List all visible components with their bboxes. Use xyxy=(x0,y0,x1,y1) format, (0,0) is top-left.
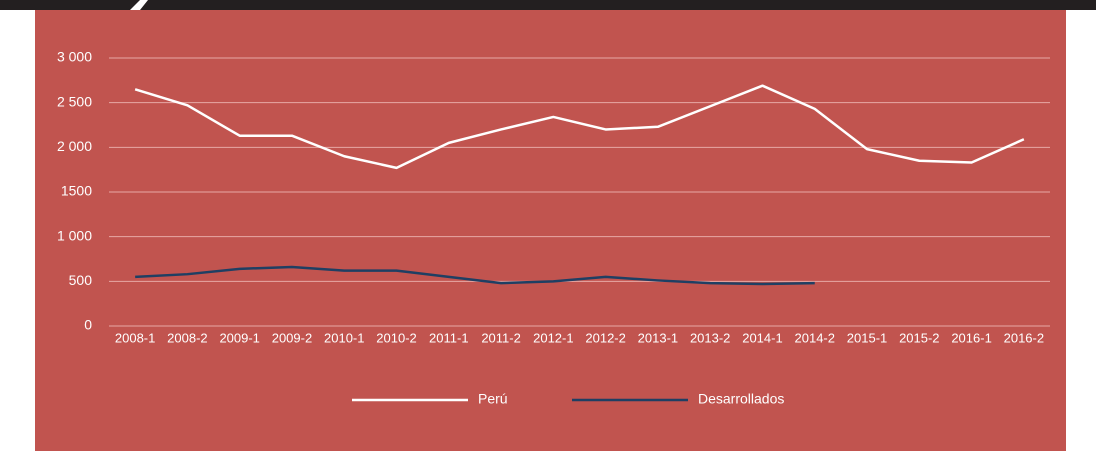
x-tick-label: 2009-2 xyxy=(272,330,312,345)
x-tick-label: 2010-2 xyxy=(376,330,416,345)
y-tick-label: 1500 xyxy=(61,183,92,199)
x-tick-label: 2016-2 xyxy=(1004,330,1044,345)
x-tick-label: 2013-1 xyxy=(638,330,678,345)
legend-label: Perú xyxy=(478,391,508,407)
x-tick-label: 2008-1 xyxy=(115,330,155,345)
y-tick-label: 0 xyxy=(84,317,92,333)
y-tick-label: 2 000 xyxy=(57,138,92,154)
header-bar xyxy=(0,0,1096,10)
x-tick-label: 2014-2 xyxy=(795,330,835,345)
x-tick-label: 2012-1 xyxy=(533,330,573,345)
x-tick-label: 2013-2 xyxy=(690,330,730,345)
x-tick-label: 2011-2 xyxy=(481,330,521,345)
series-line xyxy=(135,265,815,286)
x-tick-label: 2015-1 xyxy=(847,330,887,345)
y-tick-label: 500 xyxy=(69,272,93,288)
x-tick-label: 2009-1 xyxy=(219,330,259,345)
y-tick-label: 1 000 xyxy=(57,227,92,243)
x-tick-label: 2008-2 xyxy=(167,330,207,345)
x-tick-label: 2016-1 xyxy=(951,330,991,345)
legend-label: Desarrollados xyxy=(698,391,784,407)
y-tick-label: 3 000 xyxy=(57,49,92,65)
x-tick-label: 2015-2 xyxy=(899,330,939,345)
x-tick-label: 2012-2 xyxy=(585,330,625,345)
series-line xyxy=(134,84,1025,170)
chart-panel xyxy=(35,10,1066,451)
x-tick-label: 2011-1 xyxy=(429,330,469,345)
x-tick-label: 2014-1 xyxy=(742,330,782,345)
y-tick-label: 2 500 xyxy=(57,93,92,109)
x-tick-label: 2010-1 xyxy=(324,330,364,345)
